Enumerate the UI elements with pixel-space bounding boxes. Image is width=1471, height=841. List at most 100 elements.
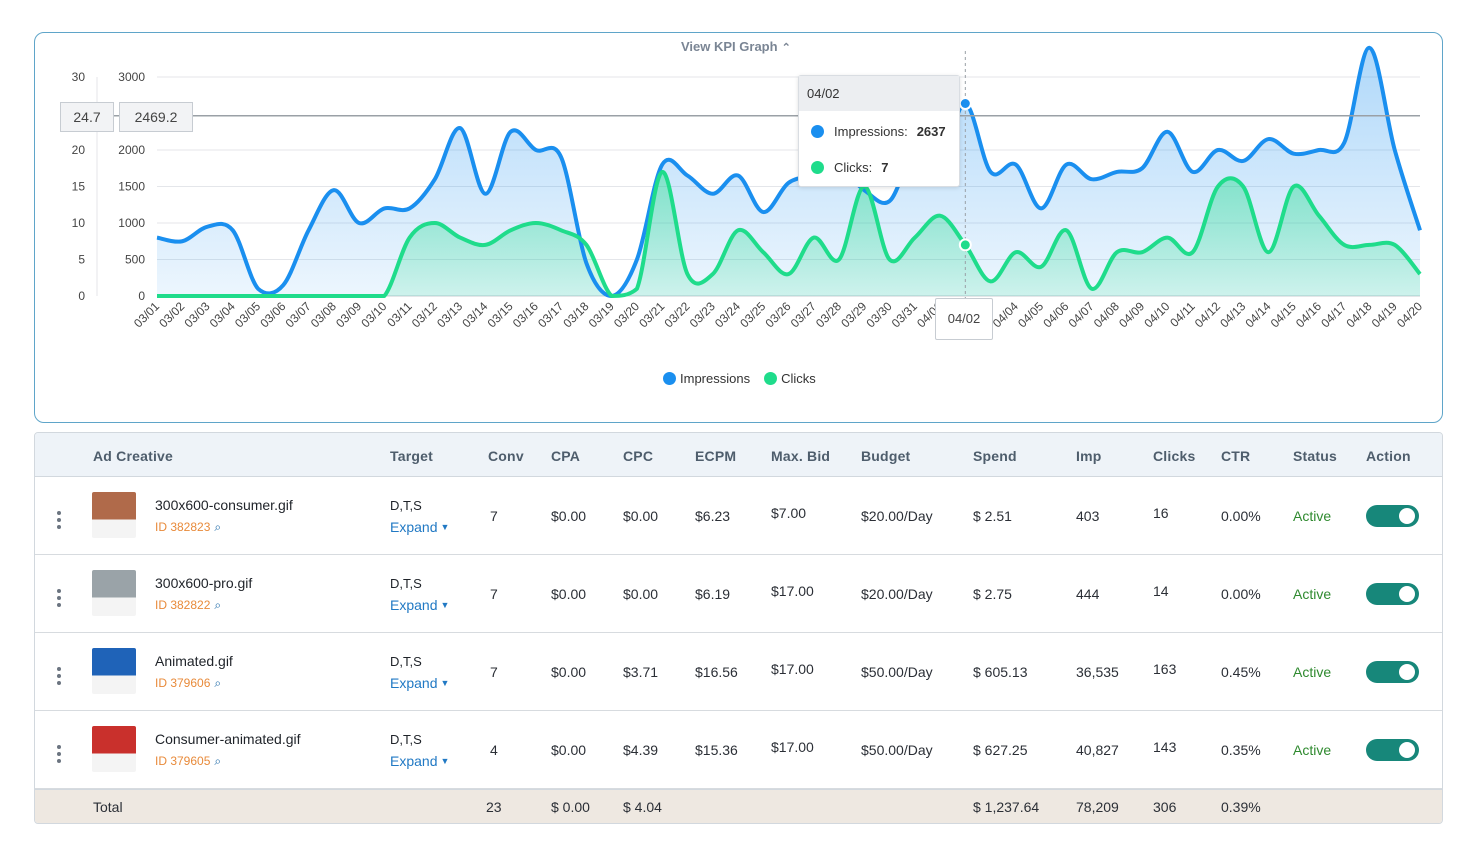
view-kpi-graph-toggle[interactable]: View KPI Graph ⌃ [681, 39, 791, 54]
tooltip-impressions-value: 2637 [916, 124, 946, 139]
x-tick-label: 03/28 [813, 299, 844, 330]
kebab-menu-icon[interactable] [57, 589, 63, 610]
ad-thumbnail[interactable] [92, 648, 136, 694]
crosshair-left-value: 24.7 [60, 102, 114, 132]
impressions-hover-point[interactable] [958, 96, 972, 110]
clicks-series-line[interactable] [157, 169, 1422, 298]
x-tick-label: 03/31 [889, 299, 920, 330]
caret-down-icon: ▼ [440, 756, 450, 766]
clicks-area [157, 171, 1420, 296]
x-tick-label: 03/27 [788, 299, 819, 330]
expand-link[interactable]: Expand ▼ [390, 753, 449, 769]
expand-link[interactable]: Expand ▼ [390, 597, 449, 613]
header-target[interactable]: Target [390, 448, 433, 464]
ad-id-label: ID 382822 [155, 598, 211, 612]
header-budget[interactable]: Budget [861, 448, 911, 464]
y-right-tick-label: 1500 [118, 180, 145, 194]
y-left-tick-label: 15 [72, 180, 86, 194]
header-cpc[interactable]: CPC [623, 448, 654, 464]
search-icon[interactable]: ⌕ [214, 754, 222, 768]
header-action: Action [1366, 448, 1411, 464]
expand-label: Expand [390, 519, 438, 535]
ad-id: ID 382823 ⌕ [155, 520, 221, 535]
cell-maxbid: $17.00 [771, 583, 814, 599]
status-toggle[interactable] [1366, 583, 1419, 605]
cell-conv: 7 [490, 664, 498, 680]
search-icon[interactable]: ⌕ [214, 676, 222, 690]
x-tick-label: 03/24 [712, 299, 743, 330]
cell-clicks: 14 [1153, 583, 1169, 599]
ad-id-label: ID 379606 [155, 676, 211, 690]
x-tick-label: 03/04 [207, 299, 238, 330]
header-imp[interactable]: Imp [1076, 448, 1102, 464]
header-ecpm[interactable]: ECPM [695, 448, 737, 464]
ad-thumbnail[interactable] [92, 726, 136, 772]
status-toggle[interactable] [1366, 739, 1419, 761]
impressions-area [157, 47, 1420, 296]
total-clicks: 306 [1153, 799, 1177, 815]
header-status[interactable]: Status [1293, 448, 1337, 464]
kebab-menu-icon[interactable] [57, 745, 63, 766]
header-conv[interactable]: Conv [488, 448, 524, 464]
impressions-series-line[interactable] [156, 45, 1422, 298]
header-spend[interactable]: Spend [973, 448, 1017, 464]
cell-imp: 403 [1076, 508, 1100, 524]
legend-clicks-label: Clicks [781, 371, 816, 386]
total-spend: $ 1,237.64 [973, 799, 1040, 815]
header-cpa[interactable]: CPA [551, 448, 581, 464]
kpi-chart-card: View KPI Graph ⌃ 0 5 10 15 20 30 0 500 1000 1500 20… [34, 32, 1443, 423]
x-tick-label: 03/15 [485, 299, 516, 330]
impressions-legend-icon [663, 372, 676, 385]
status-toggle[interactable] [1366, 505, 1419, 527]
x-tick-label: 03/18 [560, 299, 591, 330]
ad-name[interactable]: Consumer-animated.gif [155, 731, 301, 747]
cell-ecpm: $6.19 [695, 586, 731, 602]
x-tick-label: 03/14 [459, 299, 490, 330]
search-icon[interactable]: ⌕ [214, 598, 222, 612]
caret-down-icon: ▼ [440, 600, 450, 610]
clicks-hover-point[interactable] [958, 238, 972, 252]
header-max-bid[interactable]: Max. Bid [771, 448, 831, 464]
ad-id-label: ID 382823 [155, 520, 211, 534]
status-toggle[interactable] [1366, 661, 1419, 683]
impressions-dot-icon [811, 125, 824, 138]
ad-id: ID 382822 ⌕ [155, 598, 221, 613]
cell-imp: 444 [1076, 586, 1100, 602]
x-tick-label: 04/18 [1343, 299, 1374, 330]
cell-imp: 40,827 [1076, 742, 1119, 758]
cell-ctr: 0.00% [1221, 586, 1261, 602]
y-right-tick-label: 3000 [118, 70, 145, 84]
x-tick-label: 04/15 [1268, 299, 1299, 330]
x-tick-label: 04/11 [1167, 299, 1198, 330]
ad-name[interactable]: 300x600-pro.gif [155, 575, 253, 591]
legend-item-clicks[interactable]: Clicks [764, 371, 816, 386]
ad-name[interactable]: 300x600-consumer.gif [155, 497, 293, 513]
expand-link[interactable]: Expand ▼ [390, 675, 449, 691]
cell-ctr: 0.00% [1221, 508, 1261, 524]
tooltip-clicks-value: 7 [881, 160, 889, 175]
x-tick-label: 03/01 [131, 299, 162, 330]
kebab-menu-icon[interactable] [57, 511, 63, 532]
x-tick-label: 03/25 [737, 299, 768, 330]
x-tick-label: 03/22 [661, 299, 692, 330]
x-tick-label: 04/04 [990, 299, 1021, 330]
ad-thumbnail[interactable] [92, 570, 136, 616]
x-tick-label: 04/07 [1066, 299, 1097, 330]
legend-item-impressions[interactable]: Impressions [663, 371, 750, 386]
x-tick-label: 03/26 [762, 299, 793, 330]
y-right-tick-label: 500 [125, 253, 145, 267]
target-value: D,T,S [390, 654, 422, 669]
y-left-tick-label: 0 [78, 289, 85, 303]
ad-name[interactable]: Animated.gif [155, 653, 233, 669]
header-clicks[interactable]: Clicks [1153, 448, 1196, 464]
header-ctr[interactable]: CTR [1221, 448, 1251, 464]
y-left-tick-label: 5 [78, 253, 85, 267]
search-icon[interactable]: ⌕ [214, 520, 222, 534]
header-ad-creative[interactable]: Ad Creative [93, 448, 174, 464]
ad-thumbnail[interactable] [92, 492, 136, 538]
expand-link[interactable]: Expand ▼ [390, 519, 449, 535]
clicks-dot-icon [811, 161, 824, 174]
x-tick-label: 03/29 [838, 299, 869, 330]
kebab-menu-icon[interactable] [57, 667, 63, 688]
cell-budget: $20.00/Day [861, 508, 933, 524]
